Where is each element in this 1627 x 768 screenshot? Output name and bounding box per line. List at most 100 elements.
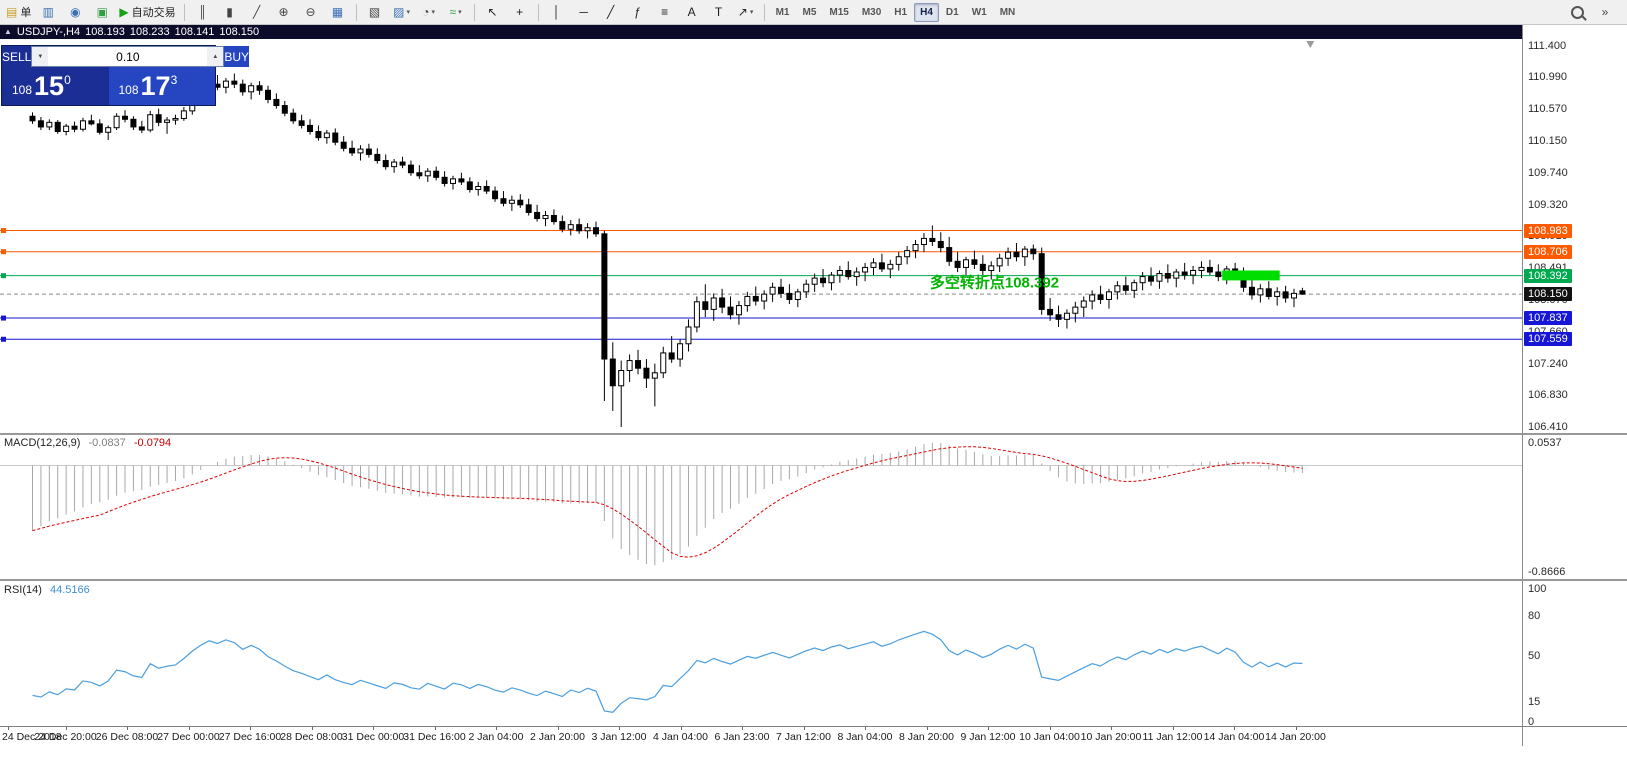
line-anchor[interactable] <box>1 228 6 234</box>
buy-price-button[interactable]: 108 17 3 <box>108 67 215 105</box>
price-axis[interactable]: 111.400 110.990 110.570 110.150 109.740 109.3… <box>1522 25 1627 746</box>
candle-body <box>1164 273 1171 279</box>
indicators-dropdown[interactable]: ≈ ▾ <box>443 1 469 23</box>
time-axis-tick <box>188 727 190 730</box>
vertical-line-icon-icon: │ <box>552 5 561 19</box>
candle-body <box>887 263 894 270</box>
buy-button[interactable]: BUY <box>224 46 250 67</box>
cursor-icon[interactable]: ↖ <box>480 1 506 23</box>
text-icon[interactable]: A <box>679 1 705 23</box>
candle-body <box>466 181 473 191</box>
arrows-dropdown[interactable]: ↗ ▾ <box>733 1 759 23</box>
volume-decrease-button[interactable]: ▼ <box>32 47 49 66</box>
price-chart-canvas[interactable]: 多空转折点108.392 <box>0 25 1522 434</box>
candle-body <box>1215 271 1222 278</box>
channel-icon-icon: ≡ <box>661 5 669 19</box>
time-axis[interactable]: 24 Dec 2018 24 Dec 20:00 26 Dec 08:00 27 De… <box>0 727 1522 746</box>
price-tag: 108.392 <box>1524 268 1572 283</box>
macd-value: -0.0837 <box>88 437 126 449</box>
trendline-icon[interactable]: ╱ <box>598 1 624 23</box>
time-axis-label: 10 Jan 04:00 <box>1019 731 1080 743</box>
candle-body <box>1097 294 1104 300</box>
terminal-icon-icon: ▣ <box>96 5 109 19</box>
rsi-name: RSI(14) <box>4 584 42 596</box>
toolbar-separator <box>355 3 357 21</box>
sell-price-button[interactable]: 108 15 0 <box>2 67 109 105</box>
candle-body <box>685 326 692 345</box>
periods-icon: ◔ <box>422 5 430 19</box>
candle-body <box>63 125 70 133</box>
time-axis-label: 9 Jan 12:00 <box>960 731 1016 743</box>
buy-price-big-figure: 108 <box>118 82 139 97</box>
rsi-canvas[interactable] <box>0 581 1522 726</box>
terminal-icon[interactable]: ▣ <box>89 1 115 23</box>
candle-body <box>492 190 499 200</box>
time-axis-label: 14 Jan 20:00 <box>1265 731 1326 743</box>
panel-separator[interactable] <box>0 433 1627 435</box>
line-anchor[interactable] <box>1 249 6 255</box>
line-anchor[interactable] <box>1 273 6 279</box>
price-tag: 107.559 <box>1524 332 1572 347</box>
arrange-windows-icon-icon: ▧ <box>368 5 381 19</box>
highlight-band[interactable] <box>1222 270 1280 281</box>
timeframe-m5[interactable]: M5 <box>802 6 817 18</box>
timeframe-h4[interactable]: H4 <box>914 2 939 22</box>
arrange-windows-icon[interactable]: ▧ <box>362 1 388 23</box>
candle-body <box>769 286 776 295</box>
candle-body <box>668 352 675 360</box>
timeframe-w1[interactable]: W1 <box>971 6 987 18</box>
new-order-button-label: 单 <box>20 7 32 19</box>
time-axis-label: 26 Dec 08:00 <box>95 731 159 743</box>
zoom-in-icon[interactable]: ⊕ <box>271 1 297 23</box>
panel-separator[interactable] <box>0 579 1627 581</box>
volume-increase-button[interactable]: ▲ <box>207 47 224 66</box>
macd-signal-value: -0.0794 <box>133 437 172 449</box>
candle-body <box>904 250 911 258</box>
candle-body <box>155 114 162 123</box>
line-anchor[interactable] <box>1 336 6 342</box>
horizontal-line-icon[interactable]: ─ <box>571 1 597 23</box>
one-click-toggle-icon[interactable]: ▲ <box>4 27 12 36</box>
timeframe-h1[interactable]: H1 <box>894 6 908 18</box>
vertical-line-icon[interactable]: │ <box>544 1 570 23</box>
tile-windows-icon[interactable]: ▦ <box>325 1 351 23</box>
channel-icon[interactable]: ≡ <box>652 1 678 23</box>
zoom-out-icon[interactable]: ⊖ <box>298 1 324 23</box>
dropdown-caret-icon: ▾ <box>406 9 410 16</box>
toolbar-overflow-icon: » <box>1601 5 1609 19</box>
chart-annotation[interactable]: 多空转折点108.392 <box>930 274 1059 292</box>
candle-body <box>1063 312 1070 320</box>
candle-body <box>635 360 642 369</box>
search-icon[interactable] <box>1564 1 1590 23</box>
autotrading-button[interactable]: ▶ 自动交易 <box>116 1 178 23</box>
timeframe-mn[interactable]: MN <box>999 6 1016 18</box>
line-chart-icon[interactable]: ╱ <box>244 1 270 23</box>
time-axis-tick <box>127 727 128 730</box>
new-order-button[interactable]: ▤ 单 <box>3 1 34 23</box>
fibonacci-icon[interactable]: ƒ <box>625 1 651 23</box>
sell-button[interactable]: SELL <box>2 46 32 67</box>
toolbar-overflow-icon[interactable]: » <box>1592 1 1618 23</box>
candle-body <box>710 297 717 310</box>
text-label-icon[interactable]: T <box>706 1 732 23</box>
time-axis-label: 31 Dec 00:00 <box>341 731 405 743</box>
market-watch-icon[interactable]: ▥ <box>35 1 61 23</box>
time-axis-tick <box>1234 727 1235 730</box>
line-anchor[interactable] <box>1 315 6 321</box>
volume-input[interactable] <box>48 47 208 66</box>
bar-chart-icon[interactable]: ║ <box>190 1 216 23</box>
candle-body <box>735 305 742 316</box>
new-chart-dropdown[interactable]: ▨ ▾ <box>389 1 415 23</box>
crosshair-icon[interactable]: + <box>507 1 533 23</box>
timeframe-d1[interactable]: D1 <box>945 6 959 18</box>
candle-body <box>416 172 423 177</box>
candlestick-chart-icon[interactable]: ▮ <box>217 1 243 23</box>
timeframe-m15[interactable]: M15 <box>829 6 849 18</box>
timeframe-m30[interactable]: M30 <box>861 6 882 18</box>
timeframe-m1[interactable]: M1 <box>775 6 790 18</box>
periods-dropdown[interactable]: ◔ ▾ <box>416 1 442 23</box>
candle-body <box>113 115 120 129</box>
candle-body <box>744 295 751 307</box>
navigator-icon[interactable]: ◉ <box>62 1 88 23</box>
macd-canvas[interactable] <box>0 435 1522 579</box>
